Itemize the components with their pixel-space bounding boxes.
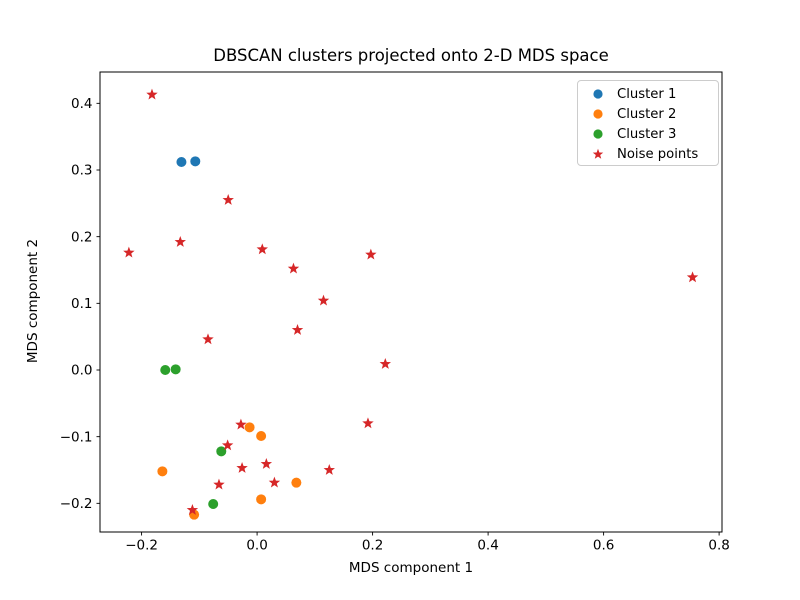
x-axis-label: MDS component 1 — [348, 560, 474, 576]
data-point-cluster-2 — [244, 422, 255, 433]
legend-item-label: Cluster 1 — [617, 86, 677, 102]
legend-marker-circle-icon — [593, 129, 603, 139]
data-point-cluster-3 — [170, 364, 181, 375]
data-point-noise-points — [317, 294, 330, 306]
data-point-cluster-2 — [256, 431, 267, 441]
data-point-noise-points — [236, 462, 248, 473]
chart-title: DBSCAN clusters projected onto 2-D MDS s… — [213, 46, 609, 65]
legend-item-cluster-1: Cluster 1 — [578, 84, 718, 104]
data-point-noise-points — [260, 458, 273, 469]
x-tick-label: 0.0 — [246, 538, 267, 554]
data-point-noise-points — [123, 246, 135, 258]
data-point-noise-points — [362, 417, 374, 429]
legend-item-label: Noise points — [617, 146, 699, 162]
data-point-cluster-3 — [216, 446, 227, 457]
legend-item-cluster-2: Cluster 2 — [578, 104, 718, 124]
star-icon — [592, 148, 604, 159]
circle-icon — [593, 129, 603, 139]
y-tick-label: −0.1 — [60, 429, 93, 445]
data-point-noise-points — [268, 476, 281, 488]
legend-item-label: Cluster 2 — [617, 106, 677, 122]
data-point-noise-points — [221, 439, 234, 451]
data-point-cluster-2 — [291, 477, 302, 488]
legend-item-label: Cluster 3 — [617, 126, 677, 142]
circle-icon — [593, 109, 603, 119]
data-point-noise-points — [323, 464, 335, 475]
y-tick-label: 0.4 — [71, 96, 92, 112]
plot-frame — [99, 71, 723, 533]
circle-icon — [593, 89, 603, 99]
data-point-cluster-2 — [256, 494, 267, 505]
data-point-noise-points — [379, 358, 392, 369]
data-point-noise-points — [174, 236, 186, 247]
y-tick-label: 0.1 — [71, 296, 92, 312]
data-point-noise-points — [235, 418, 247, 430]
data-point-noise-points — [222, 194, 234, 205]
y-axis-label: MDS component 2 — [25, 238, 41, 364]
data-point-noise-points — [291, 324, 304, 335]
data-point-noise-points — [186, 504, 199, 515]
x-tick-label: 0.4 — [477, 538, 498, 554]
data-point-noise-points — [287, 262, 300, 274]
x-tick-label: 0.8 — [708, 538, 729, 554]
data-point-noise-points — [146, 88, 158, 100]
data-point-noise-points — [202, 333, 214, 345]
data-point-cluster-2 — [157, 466, 168, 477]
legend-marker-circle-icon — [593, 89, 603, 99]
data-point-cluster-3 — [208, 499, 219, 509]
y-tick-label: −0.2 — [60, 496, 93, 512]
y-tick-label: 0.0 — [71, 363, 92, 379]
data-point-cluster-3 — [160, 365, 171, 375]
data-point-noise-points — [365, 248, 377, 260]
legend: Cluster 1 Cluster 2 Cluster 3 Noise points — [577, 80, 719, 166]
data-point-noise-points — [256, 243, 268, 255]
data-point-noise-points — [213, 478, 225, 490]
x-tick-label: 0.2 — [362, 538, 383, 554]
x-tick-label: −0.2 — [125, 538, 158, 554]
data-point-noise-points — [686, 271, 699, 283]
legend-marker-circle-icon — [593, 109, 603, 119]
legend-item-cluster-3: Cluster 3 — [578, 124, 718, 144]
y-tick-label: 0.2 — [71, 229, 92, 245]
x-tick-label: 0.6 — [593, 538, 614, 554]
legend-item-noise-points: Noise points — [578, 144, 718, 164]
legend-marker-star-icon — [592, 148, 604, 159]
data-point-cluster-1 — [176, 157, 187, 167]
y-tick-label: 0.3 — [71, 163, 92, 179]
data-point-cluster-1 — [190, 156, 201, 167]
